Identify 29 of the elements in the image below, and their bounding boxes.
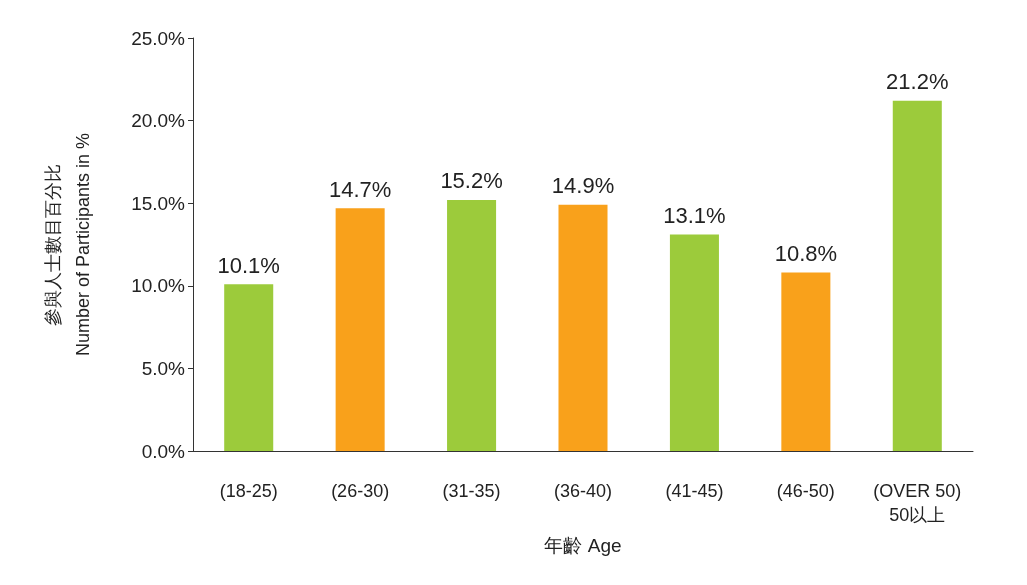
data-label: 14.9% [551, 173, 615, 199]
x-tick-label: (31-35) [442, 481, 501, 501]
bar [224, 284, 274, 451]
x-tick-label: (46-50) [776, 481, 835, 501]
x-tick-label: (36-40) [553, 481, 613, 501]
y-tick-label: 10.0% [131, 275, 186, 297]
data-label: 15.2% [440, 168, 503, 194]
data-label: 10.1% [217, 252, 280, 278]
y-tick-label: 25.0% [131, 27, 186, 49]
y-tick-label: 20.0% [131, 110, 186, 132]
x-tick-label: (18-25) [219, 481, 278, 501]
bar [447, 199, 497, 451]
y-tick-label: 15.0% [131, 192, 186, 214]
bar [669, 234, 719, 451]
x-tick-label: (OVER 50) 50以上 [873, 481, 962, 525]
x-axis-title: 年齡 Age [544, 535, 622, 556]
bar [892, 100, 942, 451]
data-label: 21.2% [886, 69, 949, 95]
bar [335, 208, 385, 451]
x-tick-label: (26-30) [331, 481, 390, 501]
y-tick-label: 0.0% [141, 440, 186, 462]
data-label: 13.1% [663, 203, 726, 229]
bar [558, 204, 608, 451]
bar [781, 272, 831, 451]
y-axis-title: 參與人士數目百分比 Number of Participants in % [43, 132, 93, 357]
y-tick-label: 5.0% [141, 357, 186, 379]
data-label: 14.7% [328, 176, 392, 202]
data-label: 10.8% [774, 241, 838, 267]
x-tick-label: (41-45) [665, 481, 724, 501]
